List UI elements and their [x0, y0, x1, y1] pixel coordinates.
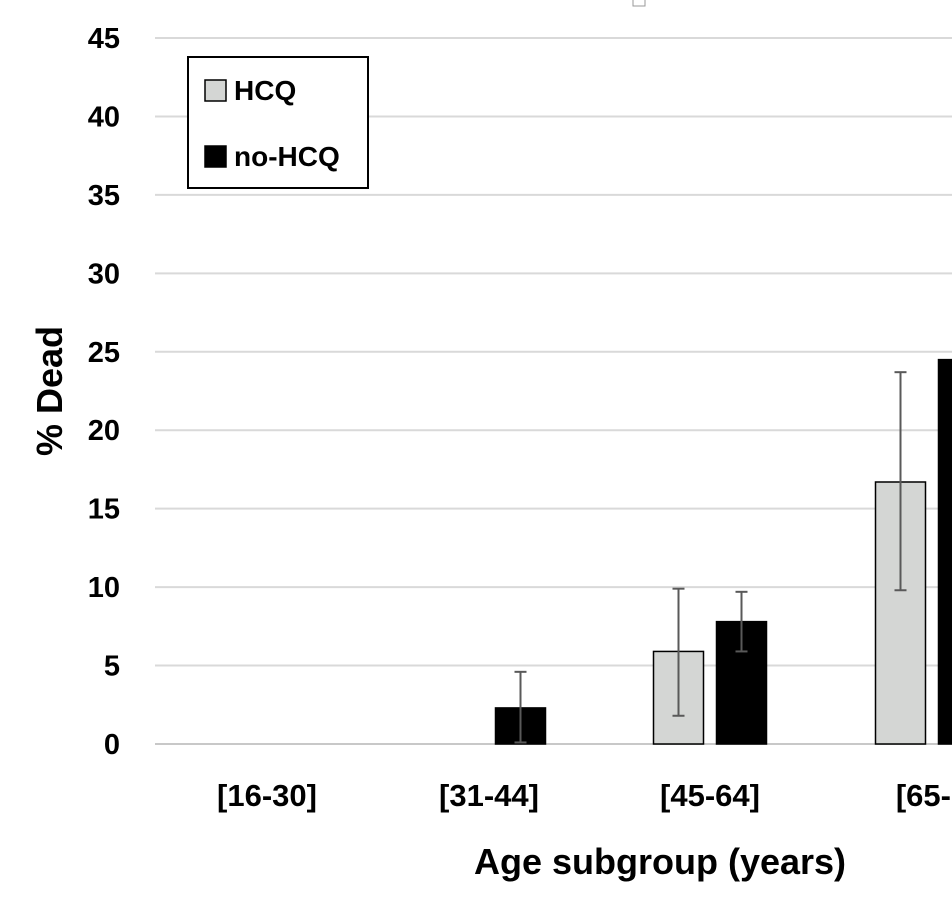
bar-no-hcq — [937, 358, 952, 745]
error-bar — [735, 590, 748, 653]
y-axis-title: % Dead — [29, 326, 70, 456]
legend: HCQ no-HCQ — [187, 56, 369, 189]
x-axis-categories: [16-30] [31-44] [45-64] [65-7 — [217, 778, 952, 813]
x-axis-title: Age subgroup (years) — [474, 841, 846, 882]
y-tick-label: 40 — [88, 101, 120, 133]
y-tick-label: 30 — [88, 258, 120, 290]
error-bars — [514, 371, 907, 744]
legend-label-no-hcq: no-HCQ — [234, 141, 340, 172]
x-category-label: [16-30] — [217, 778, 317, 813]
y-tick-label: 35 — [88, 180, 120, 212]
y-tick-label: 20 — [88, 415, 120, 447]
error-bar — [514, 670, 527, 744]
y-axis-ticks: 0 5 10 15 20 25 30 35 40 45 — [88, 23, 120, 761]
gridlines — [155, 37, 952, 745]
y-tick-label: 0 — [104, 729, 120, 761]
error-bar — [672, 587, 685, 717]
x-category-label: [65-7 — [896, 778, 952, 813]
y-tick-label: 45 — [88, 23, 120, 55]
error-bar — [894, 371, 907, 592]
y-tick-label: 10 — [88, 572, 120, 604]
small-marker — [632, 0, 646, 7]
legend-swatch-hcq — [204, 79, 227, 102]
y-tick-label: 5 — [104, 651, 120, 683]
legend-label-hcq: HCQ — [234, 75, 296, 106]
y-tick-label: 25 — [88, 337, 120, 369]
x-category-label: [31-44] — [439, 778, 539, 813]
y-tick-label: 15 — [88, 494, 120, 526]
x-category-label: [45-64] — [660, 778, 760, 813]
legend-swatch-no-hcq — [204, 145, 227, 168]
bars — [494, 358, 952, 745]
